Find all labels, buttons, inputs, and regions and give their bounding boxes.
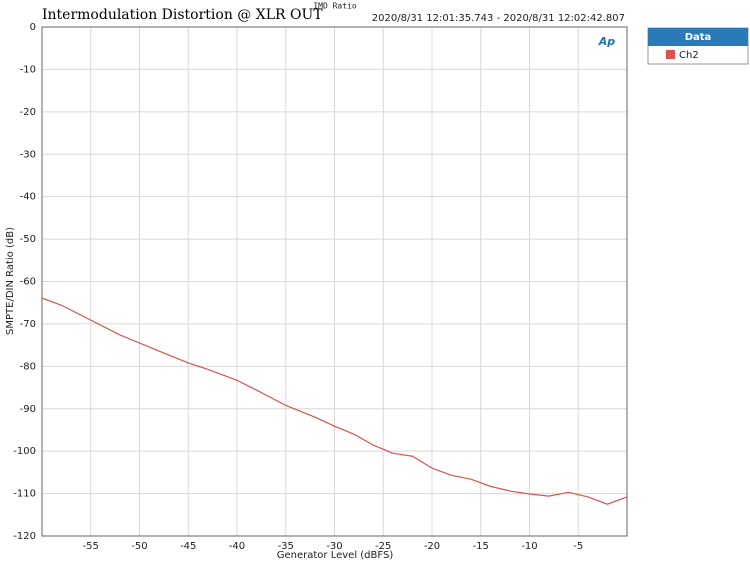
- plot-frame: [41, 26, 628, 537]
- legend-title: Data: [685, 32, 712, 43]
- y-tick-label: -70: [20, 319, 36, 330]
- legend-label: Ch2: [679, 50, 699, 61]
- x-tick-label: -55: [83, 541, 99, 552]
- y-tick-label: -30: [20, 149, 36, 160]
- x-tick-label: -15: [473, 541, 489, 552]
- y-tick-label: -20: [20, 107, 36, 118]
- logo: Ap: [598, 35, 616, 48]
- x-tick-label: -30: [326, 541, 342, 552]
- chart-title: Intermodulation Distortion @ XLR OUT: [42, 7, 323, 23]
- y-tick-label: -40: [20, 192, 36, 203]
- x-tick-label: -35: [278, 541, 294, 552]
- y-tick-label: -90: [20, 404, 36, 415]
- y-tick-label: -120: [13, 531, 36, 542]
- x-tick-label: -45: [180, 541, 196, 552]
- x-tick-label: -25: [375, 541, 391, 552]
- y-tick-label: -10: [20, 64, 36, 75]
- x-axis-label: Generator Level (dBFS): [277, 550, 394, 561]
- x-tick-label: -5: [573, 541, 583, 552]
- y-tick-label: 0: [30, 22, 36, 33]
- y-tick-label: -100: [13, 446, 36, 457]
- y-axis-label: SMPTE/DIN Ratio (dB): [5, 227, 16, 335]
- x-tick-label: -50: [131, 541, 147, 552]
- x-tick-label: -40: [229, 541, 245, 552]
- legend-header: [648, 28, 748, 46]
- y-tick-label: -110: [13, 489, 36, 500]
- legend-swatch: [666, 50, 675, 59]
- y-tick-label: -50: [20, 234, 36, 245]
- x-tick-label: -10: [521, 541, 537, 552]
- timestamp: 2020/8/31 12:01:35.743 - 2020/8/31 12:02…: [372, 13, 625, 24]
- y-tick-label: -60: [20, 277, 36, 288]
- y-tick-label: -80: [20, 361, 36, 372]
- chart-subtitle: IMD Ratio: [313, 2, 357, 11]
- x-tick-label: -20: [424, 541, 440, 552]
- data-line: [41, 297, 628, 505]
